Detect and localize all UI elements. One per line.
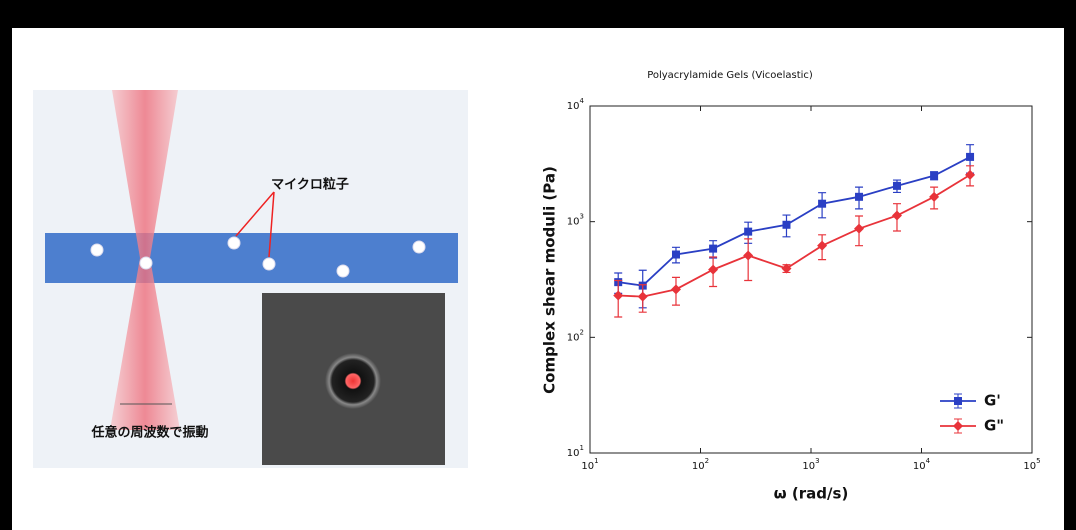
sample-band	[45, 233, 458, 283]
marker	[930, 172, 938, 180]
marker	[709, 245, 717, 253]
series-line	[618, 175, 970, 297]
x-tick-label: 105	[1023, 457, 1040, 472]
marker	[743, 250, 753, 260]
marker	[966, 153, 974, 161]
marker	[855, 193, 863, 201]
y-tick-label: 104	[567, 97, 585, 112]
particle-label: マイクロ粒子	[271, 177, 349, 193]
frame-right	[1064, 0, 1076, 530]
marker	[672, 251, 680, 259]
chart-title: Polyacrylamide Gels (Vicoelastic)	[647, 70, 813, 81]
marker	[817, 241, 827, 251]
marker	[613, 290, 623, 300]
marker	[893, 182, 901, 190]
x-tick-label: 104	[913, 457, 931, 472]
diagram: マイクロ粒子 任意の周波数で振動	[33, 90, 468, 468]
y-tick-label: 103	[567, 213, 584, 228]
y-tick-label: 102	[567, 328, 584, 343]
y-axis-label: Complex shear moduli (Pa)	[541, 166, 559, 394]
x-tick-label: 103	[802, 457, 819, 472]
oscillation-label: 任意の周波数で振動	[90, 425, 208, 441]
marker	[782, 221, 790, 229]
marker	[638, 292, 648, 302]
marker	[892, 211, 902, 221]
series-line	[618, 157, 970, 286]
y-tick-label: 101	[567, 444, 584, 459]
marker	[708, 265, 718, 275]
legend-marker	[954, 397, 962, 405]
marker	[818, 200, 826, 208]
legend-label: G"	[984, 417, 1004, 435]
marker	[671, 284, 681, 294]
page: マイクロ粒子 任意の周波数で振動 Polyacrylamide Gels (Vi…	[0, 0, 1076, 530]
frame-left	[0, 0, 12, 530]
marker	[965, 170, 975, 180]
x-tick-label: 101	[581, 457, 598, 472]
trapped-bead	[325, 353, 381, 409]
legend-label: G'	[984, 392, 1001, 410]
marker	[744, 228, 752, 236]
frame-top	[0, 0, 1076, 28]
legend-marker	[953, 421, 963, 431]
x-axis-label: ω (rad/s)	[774, 485, 849, 503]
x-tick-label: 102	[692, 457, 709, 472]
marker	[929, 192, 939, 202]
marker	[854, 224, 864, 234]
